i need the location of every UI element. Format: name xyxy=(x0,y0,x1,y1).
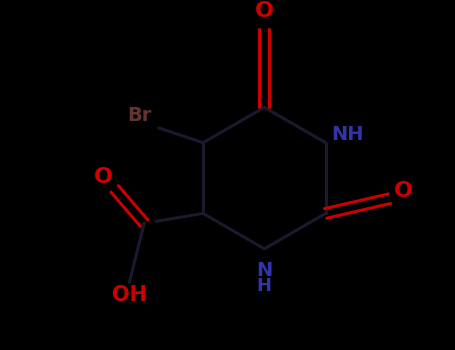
Text: OH: OH xyxy=(112,285,147,305)
Text: O: O xyxy=(93,167,112,187)
Text: NH: NH xyxy=(331,125,364,144)
Text: O: O xyxy=(255,1,274,21)
Text: O: O xyxy=(394,181,413,201)
Text: N: N xyxy=(256,261,273,280)
Text: H: H xyxy=(257,277,272,295)
Text: Br: Br xyxy=(127,106,152,125)
